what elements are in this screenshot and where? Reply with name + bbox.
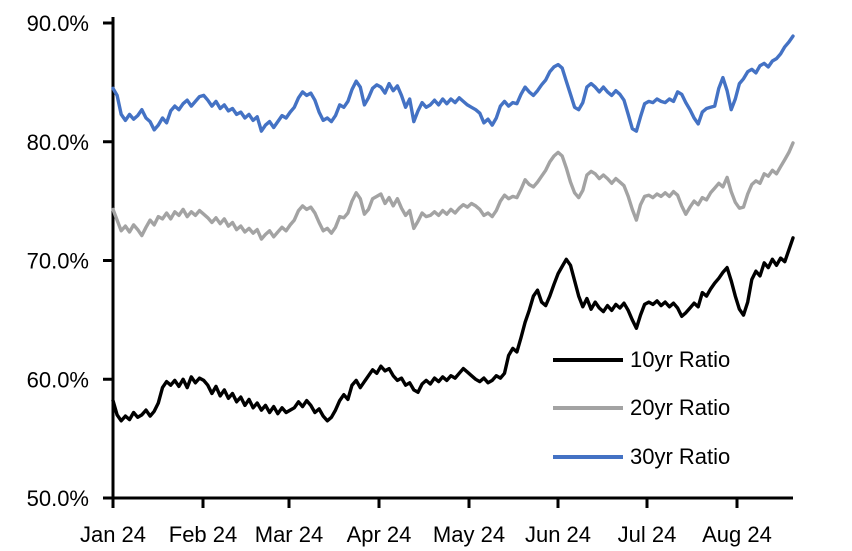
y-tick-label: 50.0% <box>27 486 89 511</box>
legend-swatch-30yr-icon <box>553 455 623 459</box>
x-tick-label: Feb 24 <box>169 522 238 547</box>
legend-label-30yr: 30yr Ratio <box>630 444 731 469</box>
y-tick-label: 90.0% <box>27 11 89 36</box>
y-tick-label: 70.0% <box>27 249 89 274</box>
x-tick-label: May 24 <box>433 522 505 547</box>
y-tick-label: 60.0% <box>27 367 89 392</box>
legend-swatch-20yr-icon <box>553 406 623 410</box>
legend-item-10yr-ratio: 10yr Ratio <box>553 347 730 373</box>
series-line-10yr-ratio <box>111 236 795 423</box>
legend-swatch-10yr-icon <box>553 358 623 362</box>
series-line-30yr-ratio <box>111 34 795 133</box>
legend-item-20yr-ratio: 20yr Ratio <box>553 395 730 421</box>
legend-label-10yr: 10yr Ratio <box>630 347 731 372</box>
x-tick-label: Jul 24 <box>618 522 677 547</box>
x-tick-label: Jun 24 <box>525 522 591 547</box>
series-line-20yr-ratio <box>111 141 795 241</box>
legend-item-30yr-ratio: 30yr Ratio <box>553 444 730 470</box>
x-tick-label: Aug 24 <box>702 522 772 547</box>
x-tick-label: Jan 24 <box>80 522 146 547</box>
x-tick-label: Mar 24 <box>255 522 323 547</box>
x-tick-label: Apr 24 <box>347 522 412 547</box>
legend-label-20yr: 20yr Ratio <box>630 395 731 420</box>
y-tick-label: 80.0% <box>27 130 89 155</box>
